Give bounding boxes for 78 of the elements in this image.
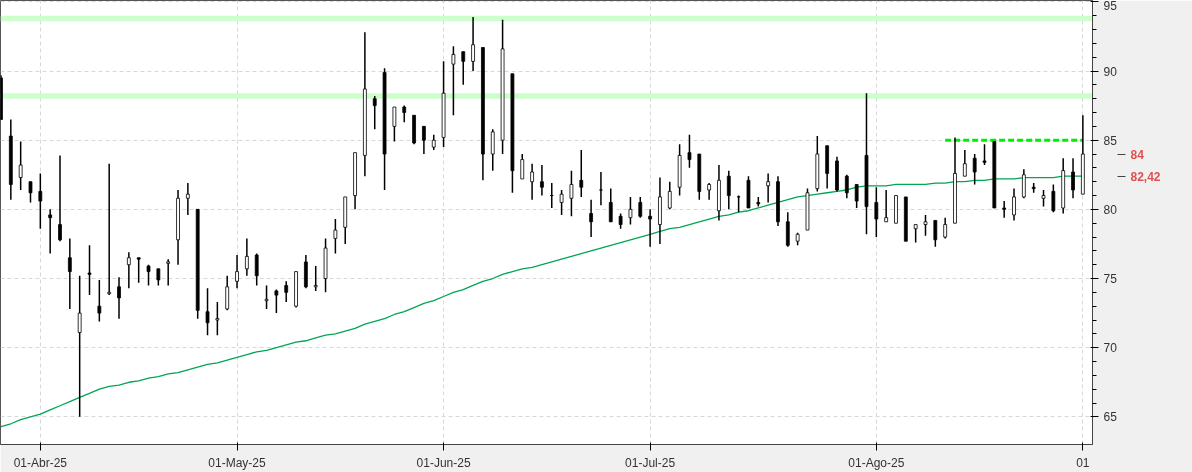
- y-tick-label: 65: [1103, 410, 1118, 425]
- candlestick: [490, 128, 495, 172]
- candlestick: [559, 189, 564, 216]
- candlestick: [1012, 187, 1016, 222]
- candlestick: [205, 287, 210, 336]
- candlestick: [726, 169, 731, 211]
- y-tick-label: 90: [1103, 64, 1118, 79]
- y-tick-label: 80: [1103, 202, 1118, 217]
- candlestick: [933, 219, 938, 248]
- candlestick: [530, 162, 534, 201]
- candlestick: [884, 189, 889, 223]
- candlestick: [185, 182, 190, 216]
- candlestick: [785, 211, 790, 248]
- candlestick: [638, 196, 643, 219]
- candlestick: [58, 154, 62, 242]
- candlestick: [87, 244, 92, 296]
- candlestick: [451, 45, 456, 117]
- candlestick: [982, 143, 987, 166]
- candlestick: [608, 187, 613, 223]
- candlestick: [1002, 200, 1007, 219]
- candlestick: [766, 172, 771, 204]
- candlestick: [117, 276, 121, 320]
- candlestick: [166, 258, 171, 287]
- candlestick: [254, 252, 259, 287]
- candlestick: [107, 162, 112, 296]
- candlestick: [38, 172, 43, 230]
- candlestick: [648, 208, 652, 248]
- candlestick: [579, 149, 584, 198]
- candlestick: [540, 164, 544, 197]
- candlestick: [569, 169, 574, 218]
- x-tick-label: 01-Jun-25: [416, 455, 471, 470]
- candlestick: [77, 275, 82, 418]
- candlestick: [962, 149, 967, 177]
- candlestick: [844, 174, 849, 200]
- candlestick: [126, 251, 131, 289]
- candlestick: [18, 140, 23, 191]
- candlestick: [874, 186, 879, 238]
- candlestick: [854, 183, 859, 209]
- x-tick-label: 01-Ago-25: [848, 455, 905, 470]
- candlestick: [667, 180, 672, 211]
- candlestick: [520, 153, 525, 180]
- candlestick: [313, 265, 318, 292]
- candlestick: [972, 153, 977, 186]
- candlestick: [264, 284, 269, 310]
- text: 84: [1130, 147, 1145, 162]
- candlestick: [136, 257, 141, 284]
- candlestick: [392, 106, 397, 143]
- candlestick: [422, 125, 426, 155]
- candlestick: [67, 237, 72, 310]
- candlestick: [628, 196, 633, 226]
- candlestick: [589, 198, 593, 238]
- candlestick: [687, 133, 692, 169]
- candlestick: [284, 280, 289, 303]
- candlestick: [48, 208, 53, 255]
- candlestick: [471, 16, 475, 72]
- candlestick: [1071, 157, 1075, 200]
- x-tick-label: 01: [1076, 455, 1090, 470]
- candlestick: [923, 214, 928, 237]
- candlestick: [28, 180, 33, 204]
- candlestick: [215, 301, 220, 336]
- candlestick: [225, 275, 230, 312]
- candlestick: [1051, 183, 1056, 213]
- candlestick: [599, 171, 603, 206]
- candlestick: [333, 218, 338, 255]
- x-tick-label: 01-Abr-25: [13, 455, 68, 470]
- x-tick-label: 01-Jul-25: [625, 455, 676, 470]
- candlestick: [235, 254, 239, 289]
- text: 82,42: [1130, 169, 1161, 184]
- y-tick-label: 75: [1103, 272, 1118, 287]
- candlestick: [245, 237, 249, 277]
- candlestick: [461, 50, 466, 86]
- x-tick-label: 01-May-25: [208, 455, 267, 470]
- y-tick-label: 95: [1103, 0, 1118, 13]
- candlestick: [97, 279, 102, 323]
- candlestick: [372, 95, 377, 130]
- y-tick-label: 70: [1103, 341, 1118, 356]
- y-tick-label: 85: [1103, 133, 1118, 148]
- candlestick: [1021, 168, 1026, 200]
